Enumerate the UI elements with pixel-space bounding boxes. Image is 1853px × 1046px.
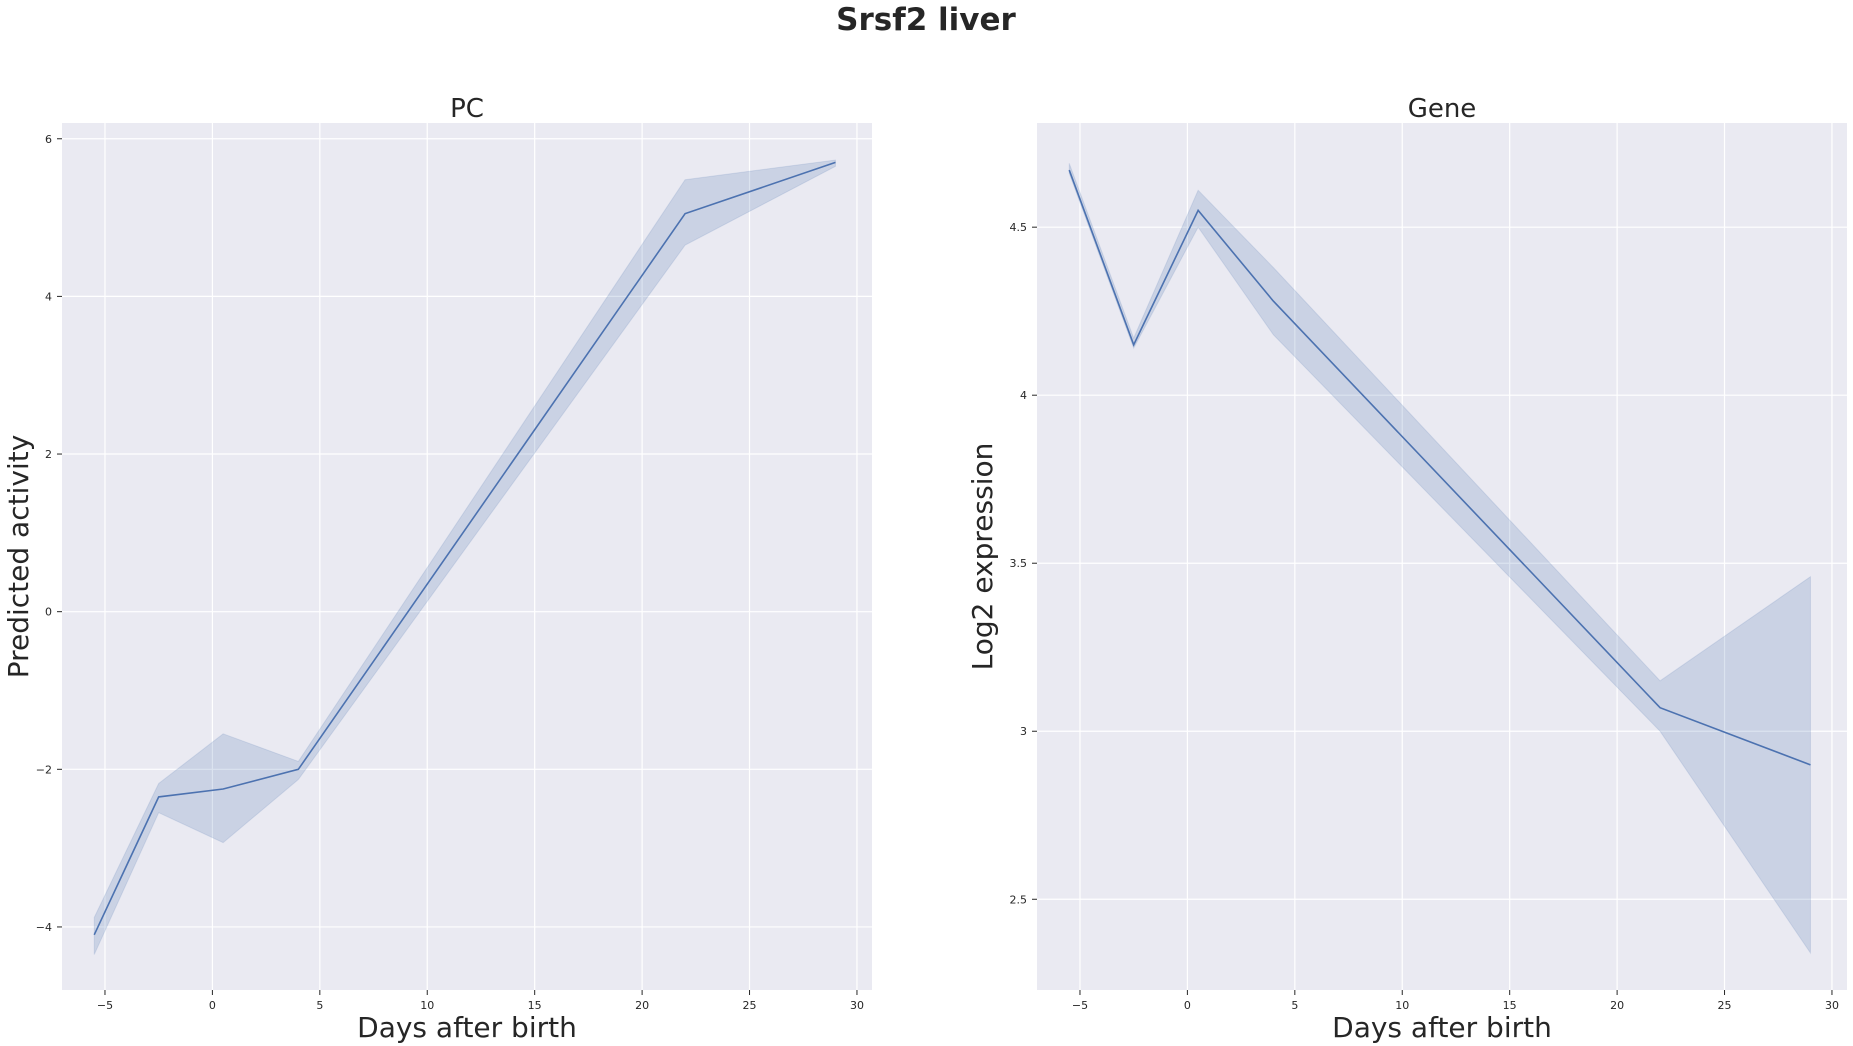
y-tick-label: −2 <box>36 763 52 776</box>
series-line <box>1068 169 1811 766</box>
x-tick-label: 5 <box>1291 999 1298 1012</box>
y-tick-label: 2.5 <box>1010 893 1028 906</box>
panel-title: Gene <box>1408 94 1477 124</box>
y-tick-label: 0 <box>45 606 52 619</box>
y-tick-label: 2 <box>45 448 52 461</box>
x-tick-label: −5 <box>97 999 113 1012</box>
x-axis-label: Days after birth <box>1332 1011 1552 1044</box>
x-tick-label: −5 <box>1072 999 1088 1012</box>
x-tick-label: 15 <box>1503 999 1517 1012</box>
chart-panel-pc: −5 0 5 10 15 20 25 30 −4 −2 0 2 4 6 PC Days after birth… <box>2 94 872 1044</box>
x-tick-label: 20 <box>1610 999 1624 1012</box>
x-tick-label: 0 <box>1184 999 1191 1012</box>
y-tick-label: 4 <box>1020 389 1027 402</box>
y-tick-label: 4.5 <box>1010 221 1028 234</box>
plot-area <box>62 123 872 990</box>
y-tick-label: 3 <box>1020 725 1027 738</box>
panel-title: PC <box>450 94 484 124</box>
series-line <box>93 161 836 936</box>
plot-area <box>1037 123 1847 990</box>
chart-panel-gene: −5 0 5 10 15 20 25 30 2.5 3 3.5 4 4.5 Gene Days after … <box>966 94 1847 1044</box>
y-axis-label: Predicted activity <box>2 435 35 679</box>
confidence-band <box>93 159 836 955</box>
y-tick-label: 3.5 <box>1010 557 1028 570</box>
x-tick-label: 0 <box>209 999 216 1012</box>
x-tick-label: 30 <box>850 999 864 1012</box>
x-tick-label: 20 <box>635 999 649 1012</box>
y-tick-label: 4 <box>45 290 52 303</box>
x-axis-label: Days after birth <box>357 1011 577 1044</box>
confidence-band <box>1068 163 1811 955</box>
x-tick-label: 10 <box>1395 999 1409 1012</box>
x-tick-label: 25 <box>1718 999 1732 1012</box>
x-tick-label: 30 <box>1825 999 1839 1012</box>
x-tick-label: 25 <box>743 999 757 1012</box>
figure-suptitle: Srsf2 liver <box>836 2 1016 38</box>
y-tick-label: 6 <box>45 133 52 146</box>
y-axis-label: Log2 expression <box>966 443 999 671</box>
x-tick-label: 15 <box>528 999 542 1012</box>
x-tick-label: 5 <box>316 999 323 1012</box>
x-tick-label: 10 <box>420 999 434 1012</box>
y-tick-label: −4 <box>36 921 52 934</box>
